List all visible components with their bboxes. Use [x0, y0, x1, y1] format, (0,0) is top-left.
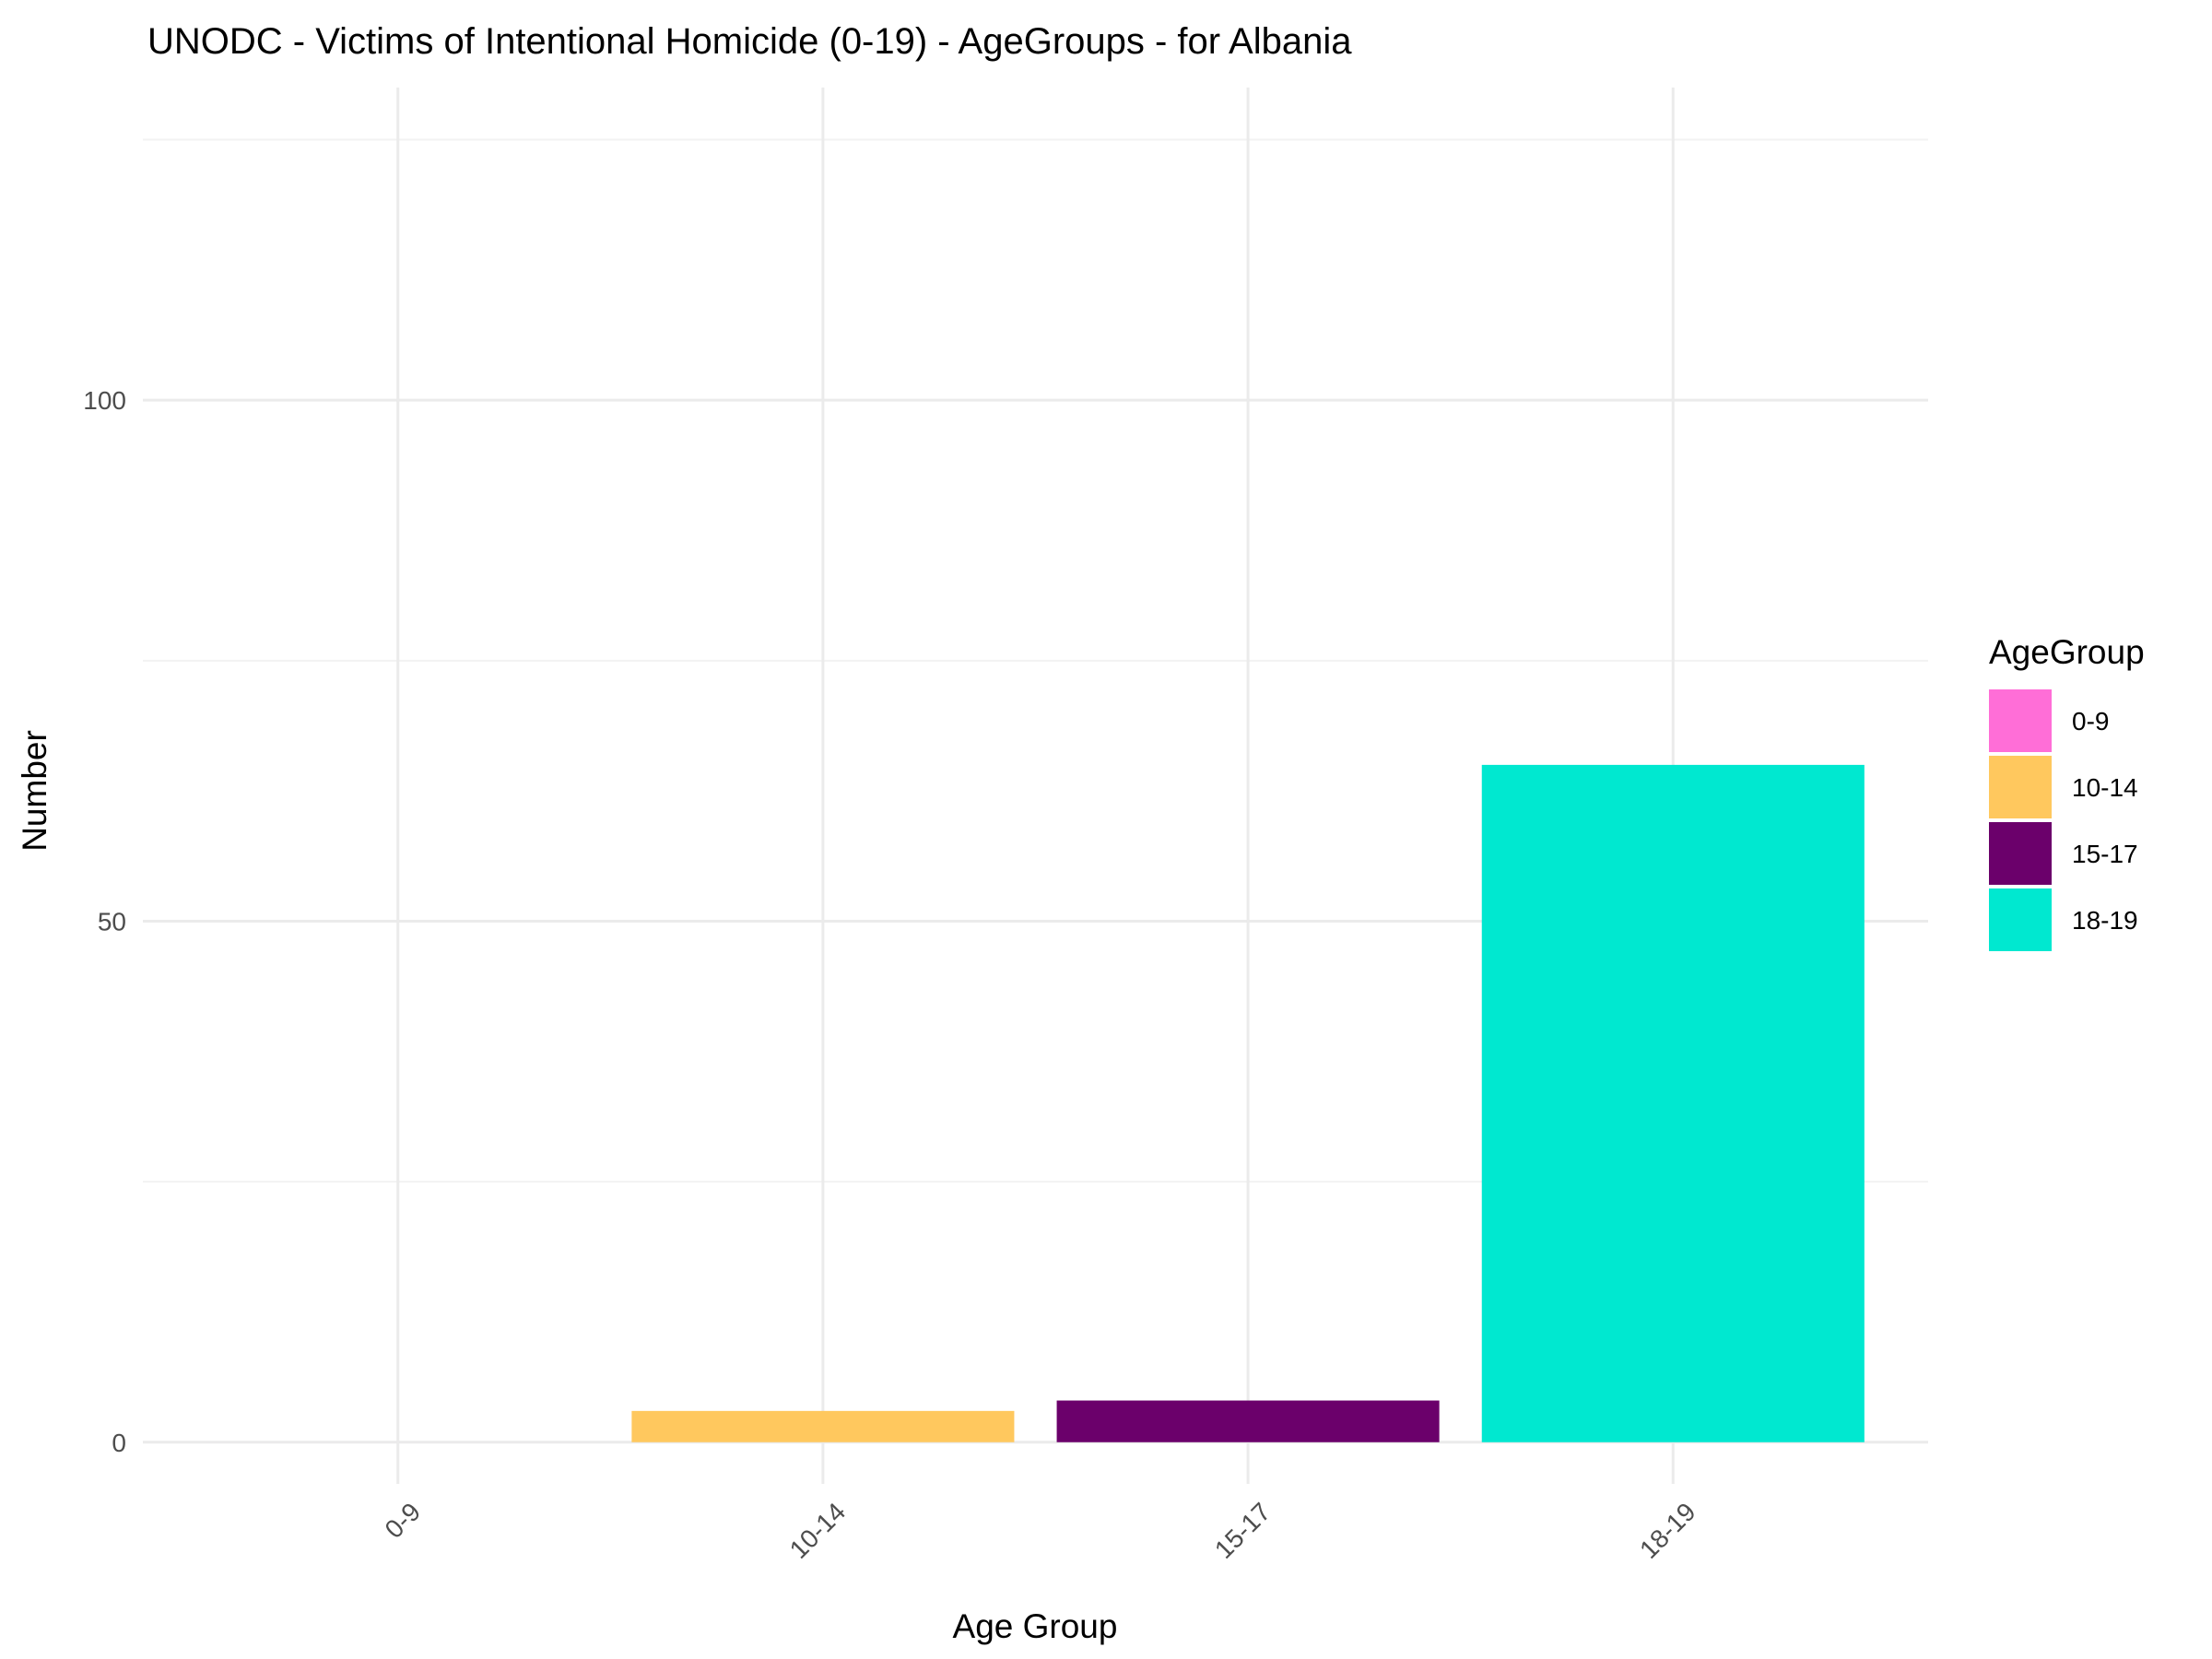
legend-label-10-14: 10-14 — [2072, 773, 2138, 802]
bar-10-14 — [631, 1410, 1015, 1442]
bars — [206, 764, 1865, 1442]
legend-label-15-17: 15-17 — [2072, 840, 2138, 868]
x-axis-ticks: 0-9 10-14 15-17 18-19 — [380, 1497, 1701, 1564]
legend-key-15-17 — [1989, 822, 2052, 885]
y-tick-label: 0 — [112, 1429, 126, 1457]
chart-title: UNODC - Victims of Intentional Homicide … — [147, 21, 1352, 62]
legend-title: AgeGroup — [1989, 633, 2145, 671]
legend: AgeGroup 0-9 10-14 15-17 18-19 — [1989, 633, 2145, 951]
bar-15-17 — [1056, 1400, 1440, 1442]
y-axis-ticks: 0 50 100 — [83, 386, 126, 1457]
bar-18-19 — [1481, 764, 1865, 1442]
legend-key-0-9 — [1989, 689, 2052, 752]
y-axis-title: Number — [16, 730, 53, 852]
legend-key-10-14 — [1989, 756, 2052, 818]
x-tick-label: 15-17 — [1209, 1497, 1277, 1564]
x-tick-label: 0-9 — [380, 1497, 427, 1544]
x-tick-label: 10-14 — [784, 1497, 852, 1564]
legend-key-18-19 — [1989, 888, 2052, 951]
legend-label-18-19: 18-19 — [2072, 906, 2138, 935]
x-tick-label: 18-19 — [1634, 1497, 1701, 1564]
y-tick-label: 50 — [98, 907, 126, 935]
x-axis-title: Age Group — [953, 1607, 1118, 1645]
legend-label-0-9: 0-9 — [2072, 707, 2109, 735]
y-tick-label: 100 — [83, 386, 126, 415]
